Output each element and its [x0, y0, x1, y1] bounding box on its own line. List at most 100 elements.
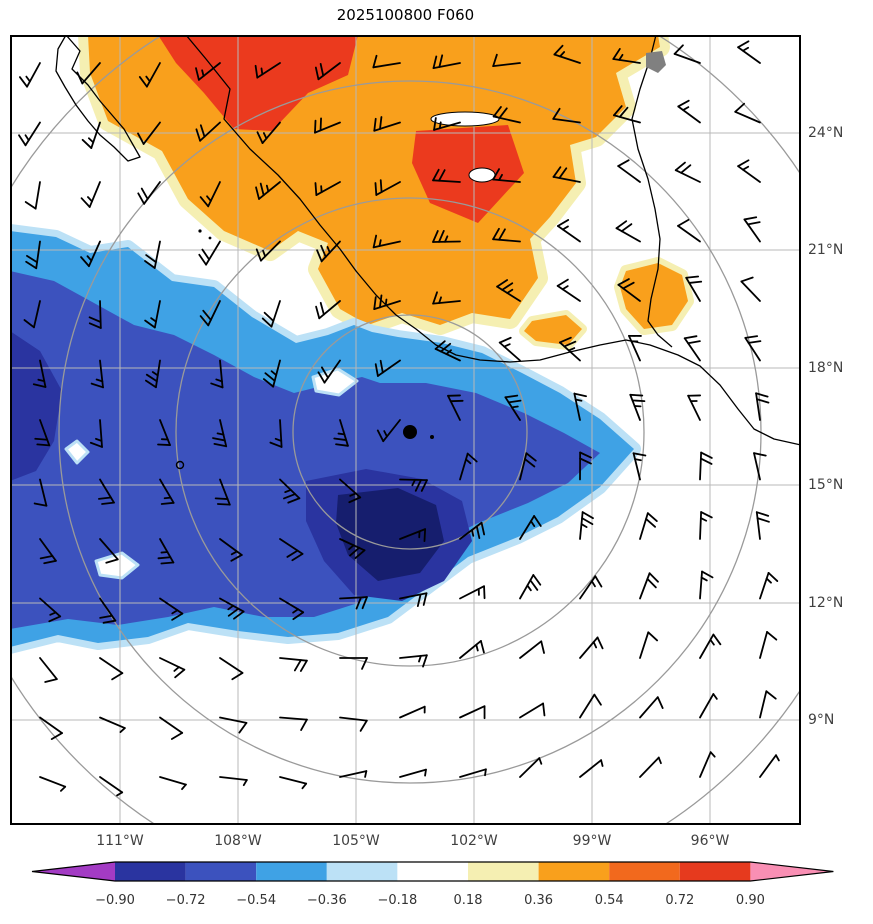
wind-barb: [157, 538, 175, 565]
wind-barb: [737, 159, 761, 183]
wind-barb: [157, 419, 171, 446]
colorbar-segment: [538, 862, 610, 881]
wind-barb: [743, 216, 761, 243]
wind-barb: [316, 240, 341, 263]
wind-barb: [579, 759, 604, 778]
colorbar-tick-label: 0.36: [524, 893, 553, 908]
wind-barb: [279, 538, 304, 562]
wind-barb: [459, 452, 478, 481]
wind-barb: [39, 538, 57, 565]
wind-barb: [504, 394, 522, 421]
wind-barb: [459, 705, 486, 720]
wind-barb: [677, 99, 701, 124]
wind-barb: [552, 107, 581, 124]
wind-barb: [639, 696, 664, 719]
colorbar-outline: [31, 861, 834, 882]
wind-barb: [579, 575, 603, 600]
wind-barb: [99, 657, 124, 681]
coastline-gulf-coast: [631, 35, 673, 348]
wind-barb: [279, 597, 305, 621]
wind-barb: [159, 776, 187, 791]
wind-barb: [687, 394, 702, 421]
region-pos-core-nw: [158, 35, 358, 131]
wind-barb: [80, 181, 101, 208]
wind-barb: [39, 657, 58, 683]
wind-barb: [492, 168, 521, 183]
range-ring: [175, 197, 645, 667]
wind-barb: [759, 690, 777, 719]
wind-barb: [88, 300, 102, 329]
wind-barb: [279, 716, 308, 732]
wind-barb: [737, 40, 761, 64]
colorbar-arrow-left: [32, 862, 115, 881]
wind-barb: [159, 657, 186, 679]
wind-barb: [333, 419, 349, 447]
wind-barb: [755, 392, 770, 421]
wind-barb: [199, 300, 221, 327]
wind-barb: [25, 240, 41, 270]
wind-barb: [699, 633, 722, 659]
wind-barb: [759, 571, 779, 600]
wind-barb: [144, 240, 161, 269]
wind-barb: [339, 596, 368, 610]
plot-frame: [10, 35, 801, 825]
colorbar-segment: [468, 862, 539, 881]
wind-barb: [137, 181, 161, 205]
wind-barb: [212, 419, 228, 448]
wind-barb: [219, 716, 248, 734]
wind-barb: [399, 528, 427, 543]
wind-barb: [459, 521, 486, 540]
wind-barb: [32, 359, 47, 388]
wind-barb: [210, 359, 224, 389]
wind-barb: [459, 585, 486, 600]
wind-barb: [699, 751, 716, 778]
wind-barb: [639, 512, 658, 540]
wind-barb: [314, 62, 341, 81]
y-tick-label: 9°N: [808, 712, 835, 728]
wind-barb: [261, 300, 281, 328]
map-dot: [208, 236, 212, 240]
wind-barb: [279, 657, 308, 672]
wind-barb: [699, 570, 714, 600]
wind-barb: [219, 657, 244, 681]
wind-barb: [579, 693, 602, 719]
wind-barb: [373, 294, 401, 310]
wind-barb: [33, 478, 48, 507]
wind-barb: [579, 511, 594, 540]
y-tick-label: 15°N: [808, 477, 844, 493]
wind-barb: [18, 62, 41, 88]
wind-barb: [556, 278, 581, 302]
wind-barb: [373, 116, 401, 132]
colorbar-tick-label: 0.54: [595, 893, 624, 908]
wind-barb: [199, 181, 221, 208]
wind-barb: [89, 419, 103, 448]
wind-barb: [159, 716, 184, 740]
wind-barb: [34, 419, 51, 447]
wind-barb: [447, 394, 464, 421]
colorbar-tick-label: −0.72: [166, 893, 206, 908]
wind-barb: [90, 359, 104, 389]
wind-barb: [674, 161, 701, 183]
wind-barb: [459, 768, 487, 778]
wind-barb: [579, 636, 604, 659]
wind-barb: [617, 159, 641, 183]
colorbar-tick-label: −0.18: [377, 893, 417, 908]
wind-barb: [399, 478, 428, 492]
y-tick-label: 18°N: [808, 360, 844, 376]
wind-barb: [195, 62, 221, 81]
wind-barb: [18, 121, 41, 147]
region-pos-patch-east: [620, 263, 688, 329]
wind-barb: [519, 574, 542, 600]
wind-barb: [519, 452, 537, 481]
wind-barb: [81, 121, 101, 149]
wind-barb: [677, 218, 701, 243]
wind-barb: [195, 121, 221, 142]
wind-barb: [144, 300, 161, 329]
region-neg-mid: [10, 271, 600, 629]
wind-barb: [685, 275, 703, 302]
wind-barb: [99, 538, 119, 564]
lake-outline: [468, 167, 496, 183]
wind-barb: [317, 359, 341, 384]
colorbar-tick-label: 0.18: [454, 893, 483, 908]
region-hole-southwest: [94, 551, 140, 580]
